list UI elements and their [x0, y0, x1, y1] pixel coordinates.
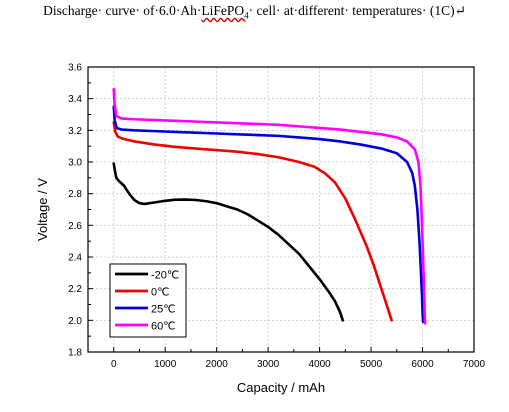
tick-layer: 0 1000 2000 3000 4000 5000 6000 7000 1.8 2.0 2.2 2.… [68, 63, 485, 371]
x-tick-label: 3000 [257, 359, 280, 370]
title-suffix: · cell· at·different· temperatures· (1C) [248, 3, 455, 18]
series-line-1 [112, 121, 393, 322]
x-tick-label: 1000 [154, 359, 177, 370]
legend-label: 60℃ [151, 321, 176, 333]
series-layer [112, 87, 427, 325]
y-tick-label: 2.8 [68, 189, 82, 200]
legend-label: 0℃ [151, 287, 169, 299]
legend-label: -20℃ [151, 270, 179, 282]
y-tick-label: 2.0 [68, 316, 82, 327]
legend-label: 25℃ [151, 304, 176, 316]
y-tick-label: 3.2 [68, 126, 82, 137]
y-tick-label: 2.4 [68, 253, 82, 264]
paragraph-mark-icon: ↵ [454, 3, 466, 18]
chart-title: Discharge· curve· of·6.0·Ah·LiFePO4· cel… [0, 3, 509, 21]
title-chemical-subscript: 4 [244, 10, 249, 21]
title-prefix: Discharge· curve· of·6.0·Ah· [43, 3, 202, 18]
y-tick-label: 3.4 [68, 94, 82, 105]
x-tick-label: 7000 [463, 359, 486, 370]
series-line-0 [112, 162, 345, 322]
y-axis-label: Voltage / V [35, 178, 50, 241]
series-line-3 [112, 87, 427, 325]
x-tick-label: 0 [111, 359, 117, 370]
y-tick-label: 3.0 [68, 158, 82, 169]
x-axis-label: Capacity / mAh [237, 380, 325, 395]
legend: -20℃ 0℃ 25℃ 60℃ [109, 263, 187, 338]
title-chemical-formula: LiFePO [201, 3, 245, 18]
y-tick-label: 1.8 [68, 348, 82, 359]
y-tick-label: 3.6 [68, 63, 82, 74]
title-chemical: LiFePO4 [201, 3, 249, 21]
x-tick-label: 5000 [360, 359, 383, 370]
x-tick-label: 6000 [411, 359, 434, 370]
series-line-2 [112, 105, 425, 324]
y-tick-label: 2.6 [68, 221, 82, 232]
x-tick-label: 4000 [308, 359, 331, 370]
x-tick-label: 2000 [206, 359, 229, 370]
y-tick-label: 2.2 [68, 284, 82, 295]
